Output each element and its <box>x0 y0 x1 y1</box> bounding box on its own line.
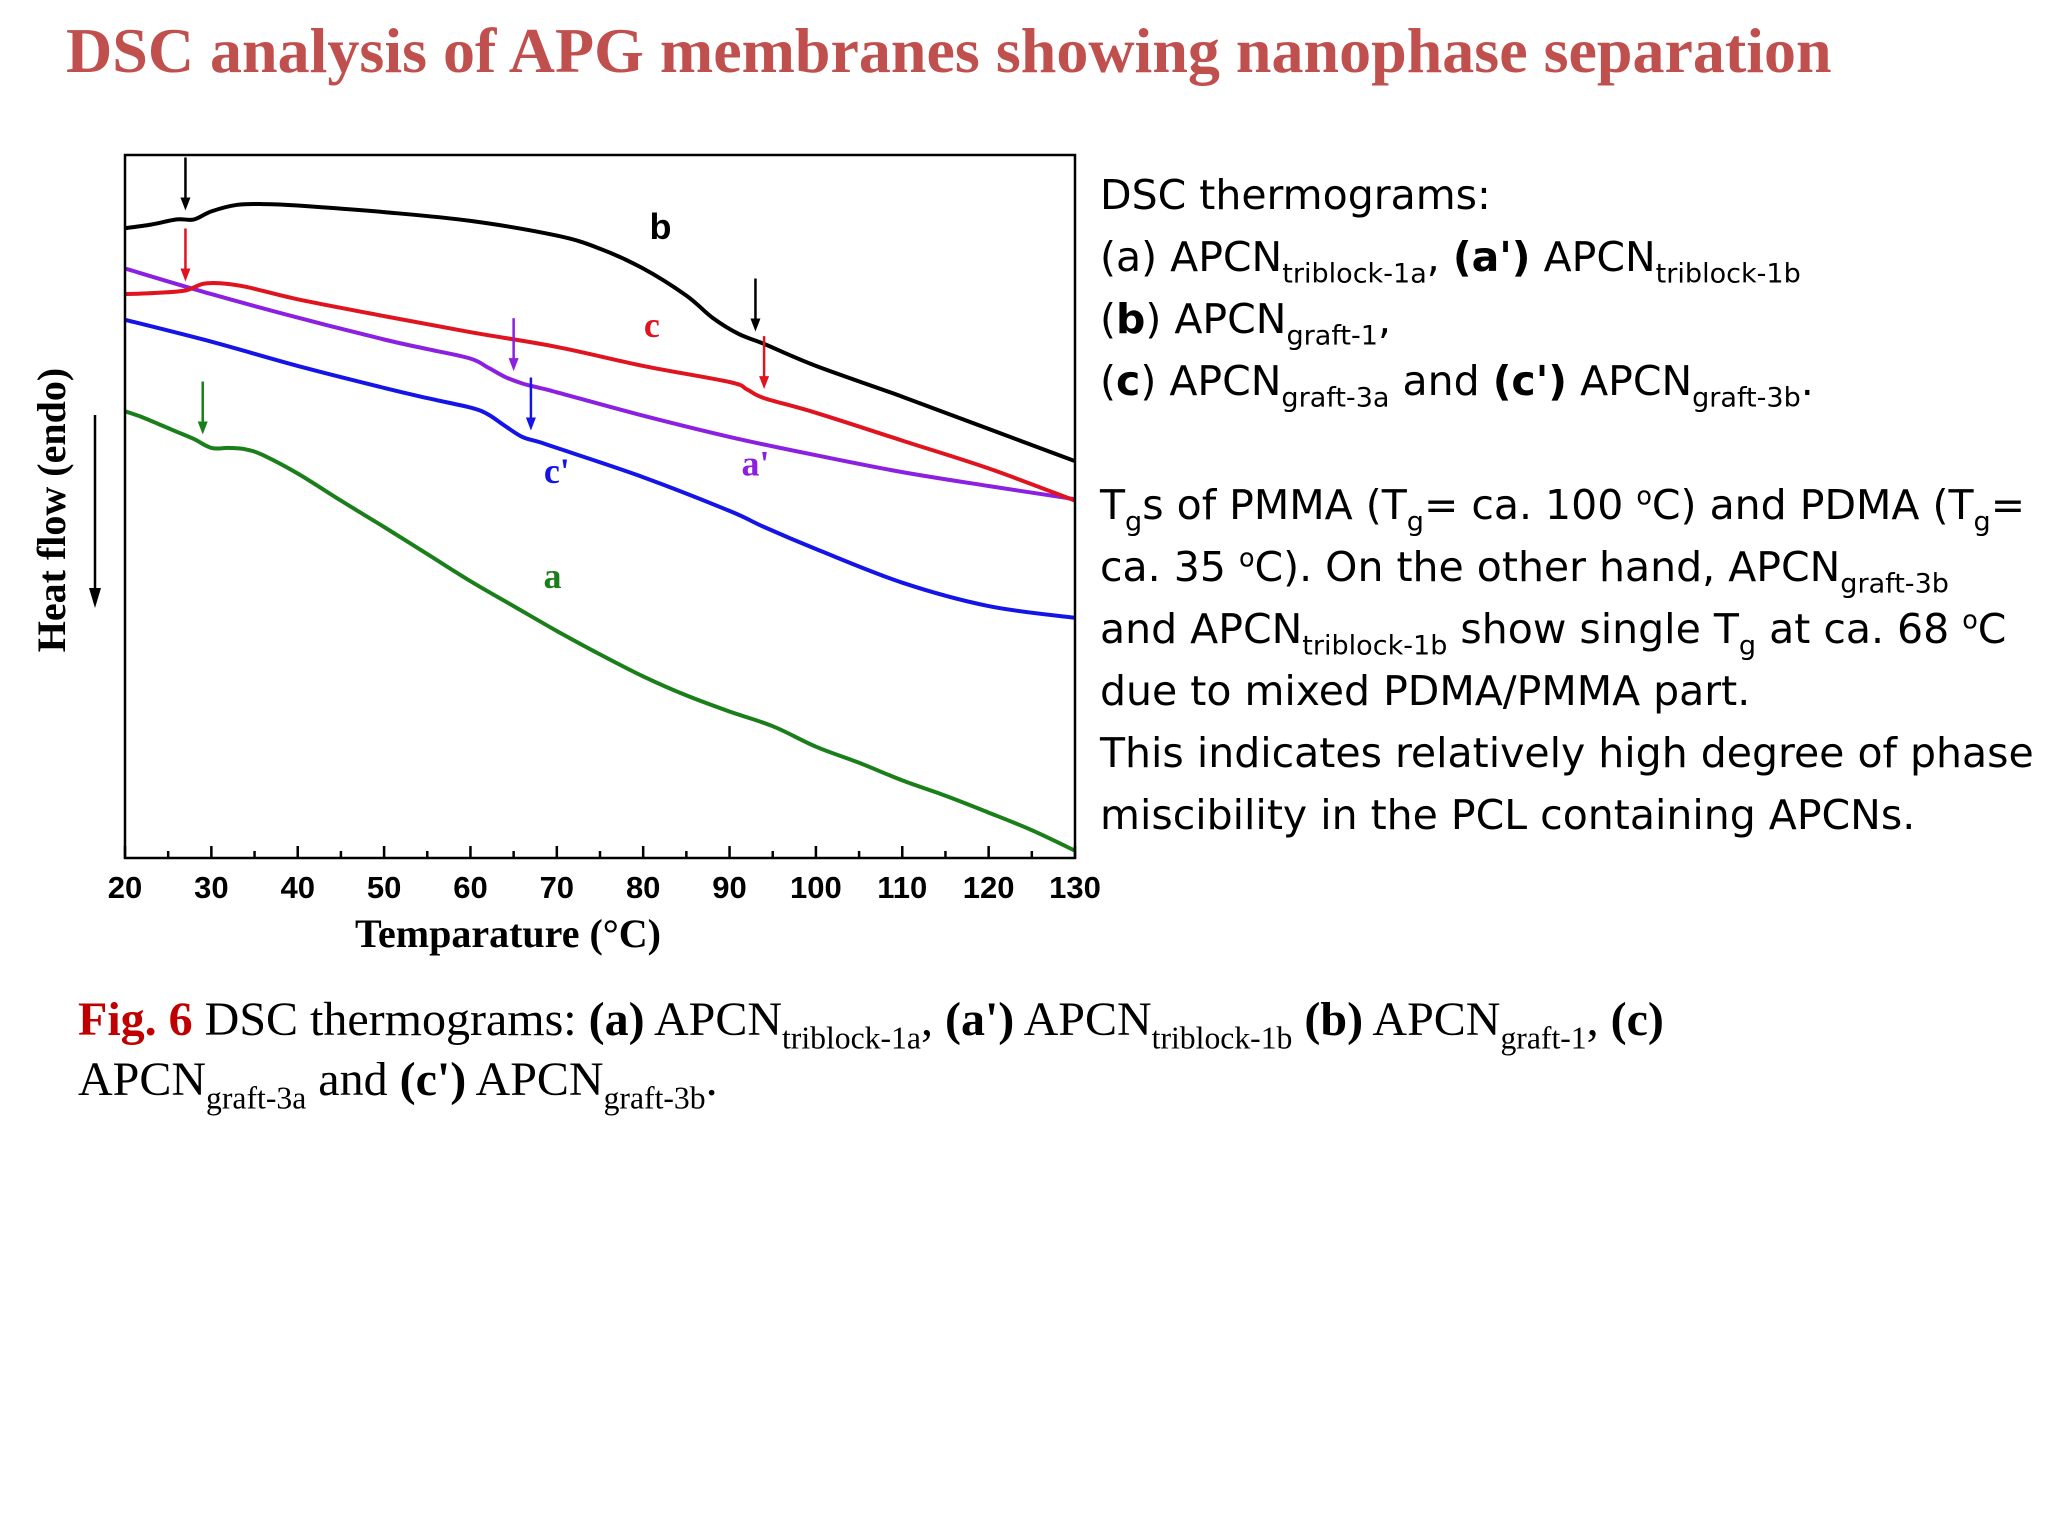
tg-arrow-b <box>180 157 191 211</box>
series-line-c-prime <box>124 317 1076 620</box>
tg-arrow-a-prime <box>508 318 519 372</box>
description-line: (b) APCNgraft-1, <box>1100 295 1391 352</box>
x-tick-label: 20 <box>108 870 142 905</box>
description-line: (a) APCNtriblock-1a, (a') APCNtriblock-1… <box>1100 233 1801 290</box>
y-axis-label: Heat flow (endo) <box>29 368 74 652</box>
x-tick-label: 90 <box>712 870 746 905</box>
description-text: DSC thermograms: (a) APCNtriblock-1a, (a'… <box>1100 164 2040 846</box>
x-tick-label: 50 <box>367 870 401 905</box>
y-axis-label-group: Heat flow (endo) <box>29 368 74 652</box>
tg-arrow-c-prime <box>525 377 536 431</box>
caption-line: APCNgraft-3a and (c') APCNgraft-3b. <box>78 1053 718 1116</box>
x-tick-label: 30 <box>194 870 228 905</box>
x-tick-layer: 20 30 40 50 60 70 80 90 100 110 120 130 <box>108 846 1100 905</box>
x-tick-label: 120 <box>963 870 1015 905</box>
tg-arrow-c-2 <box>759 336 770 390</box>
y-axis-down-arrow <box>89 415 101 608</box>
series-line-a-prime <box>124 266 1076 502</box>
series-label-layer: a a' b c c' <box>544 206 770 596</box>
x-tick-label: 130 <box>1049 870 1100 905</box>
tg-arrow-layer <box>180 157 770 435</box>
description-line: miscibility in the PCL containing APCNs. <box>1100 791 1916 839</box>
series-label-a-prime: a' <box>741 443 769 483</box>
figure-caption: Fig. 6 DSC thermograms: (a) APCNtriblock… <box>78 990 1978 1116</box>
dsc-chart: a a' b c c' 20 30 40 50 60 70 80 90 100 110 120 130 Tem… <box>29 153 1100 956</box>
description-line: This indicates relatively high degree of… <box>1100 729 2034 777</box>
description-line <box>1100 412 2040 474</box>
description-line: DSC thermograms: <box>1100 171 1491 219</box>
tg-arrow-c <box>180 228 191 282</box>
tg-arrow-b-1 <box>750 278 761 332</box>
x-tick-label: 60 <box>453 870 487 905</box>
description-line: and APCNtriblock-1b show single Tg at ca… <box>1100 604 2007 662</box>
x-axis-label: Temparature (°C) <box>355 911 661 956</box>
series-label-c: c <box>644 305 660 345</box>
series-label-a: a <box>544 556 562 596</box>
series-label-c-prime: c' <box>544 451 570 491</box>
x-tick-label: 80 <box>626 870 660 905</box>
x-tick-label: 70 <box>540 870 574 905</box>
description-line: Tgs of PMMA (Tg= ca. 100 oC) and PDMA (T… <box>1100 480 2026 538</box>
x-tick-label: 110 <box>877 870 927 905</box>
description-line: (c) APCNgraft-3a and (c') APCNgraft-3b. <box>1100 357 1814 414</box>
tg-arrow-a <box>197 381 208 435</box>
series-line-b <box>124 201 1076 463</box>
series-layer <box>124 201 1076 853</box>
caption-line: Fig. 6 DSC thermograms: (a) APCNtriblock… <box>78 993 1664 1056</box>
description-line: ca. 35 oC). On the other hand, APCNgraft… <box>1100 542 1949 600</box>
x-tick-label: 100 <box>790 870 842 905</box>
description-line: due to mixed PDMA/PMMA part. <box>1100 667 1751 715</box>
series-line-c <box>124 280 1076 503</box>
slide-title: DSC analysis of APG membranes showing na… <box>66 15 1832 86</box>
series-line-a <box>124 409 1076 853</box>
plot-frame <box>123 153 1077 860</box>
x-tick-label: 40 <box>280 870 314 905</box>
series-label-b: b <box>649 206 671 247</box>
